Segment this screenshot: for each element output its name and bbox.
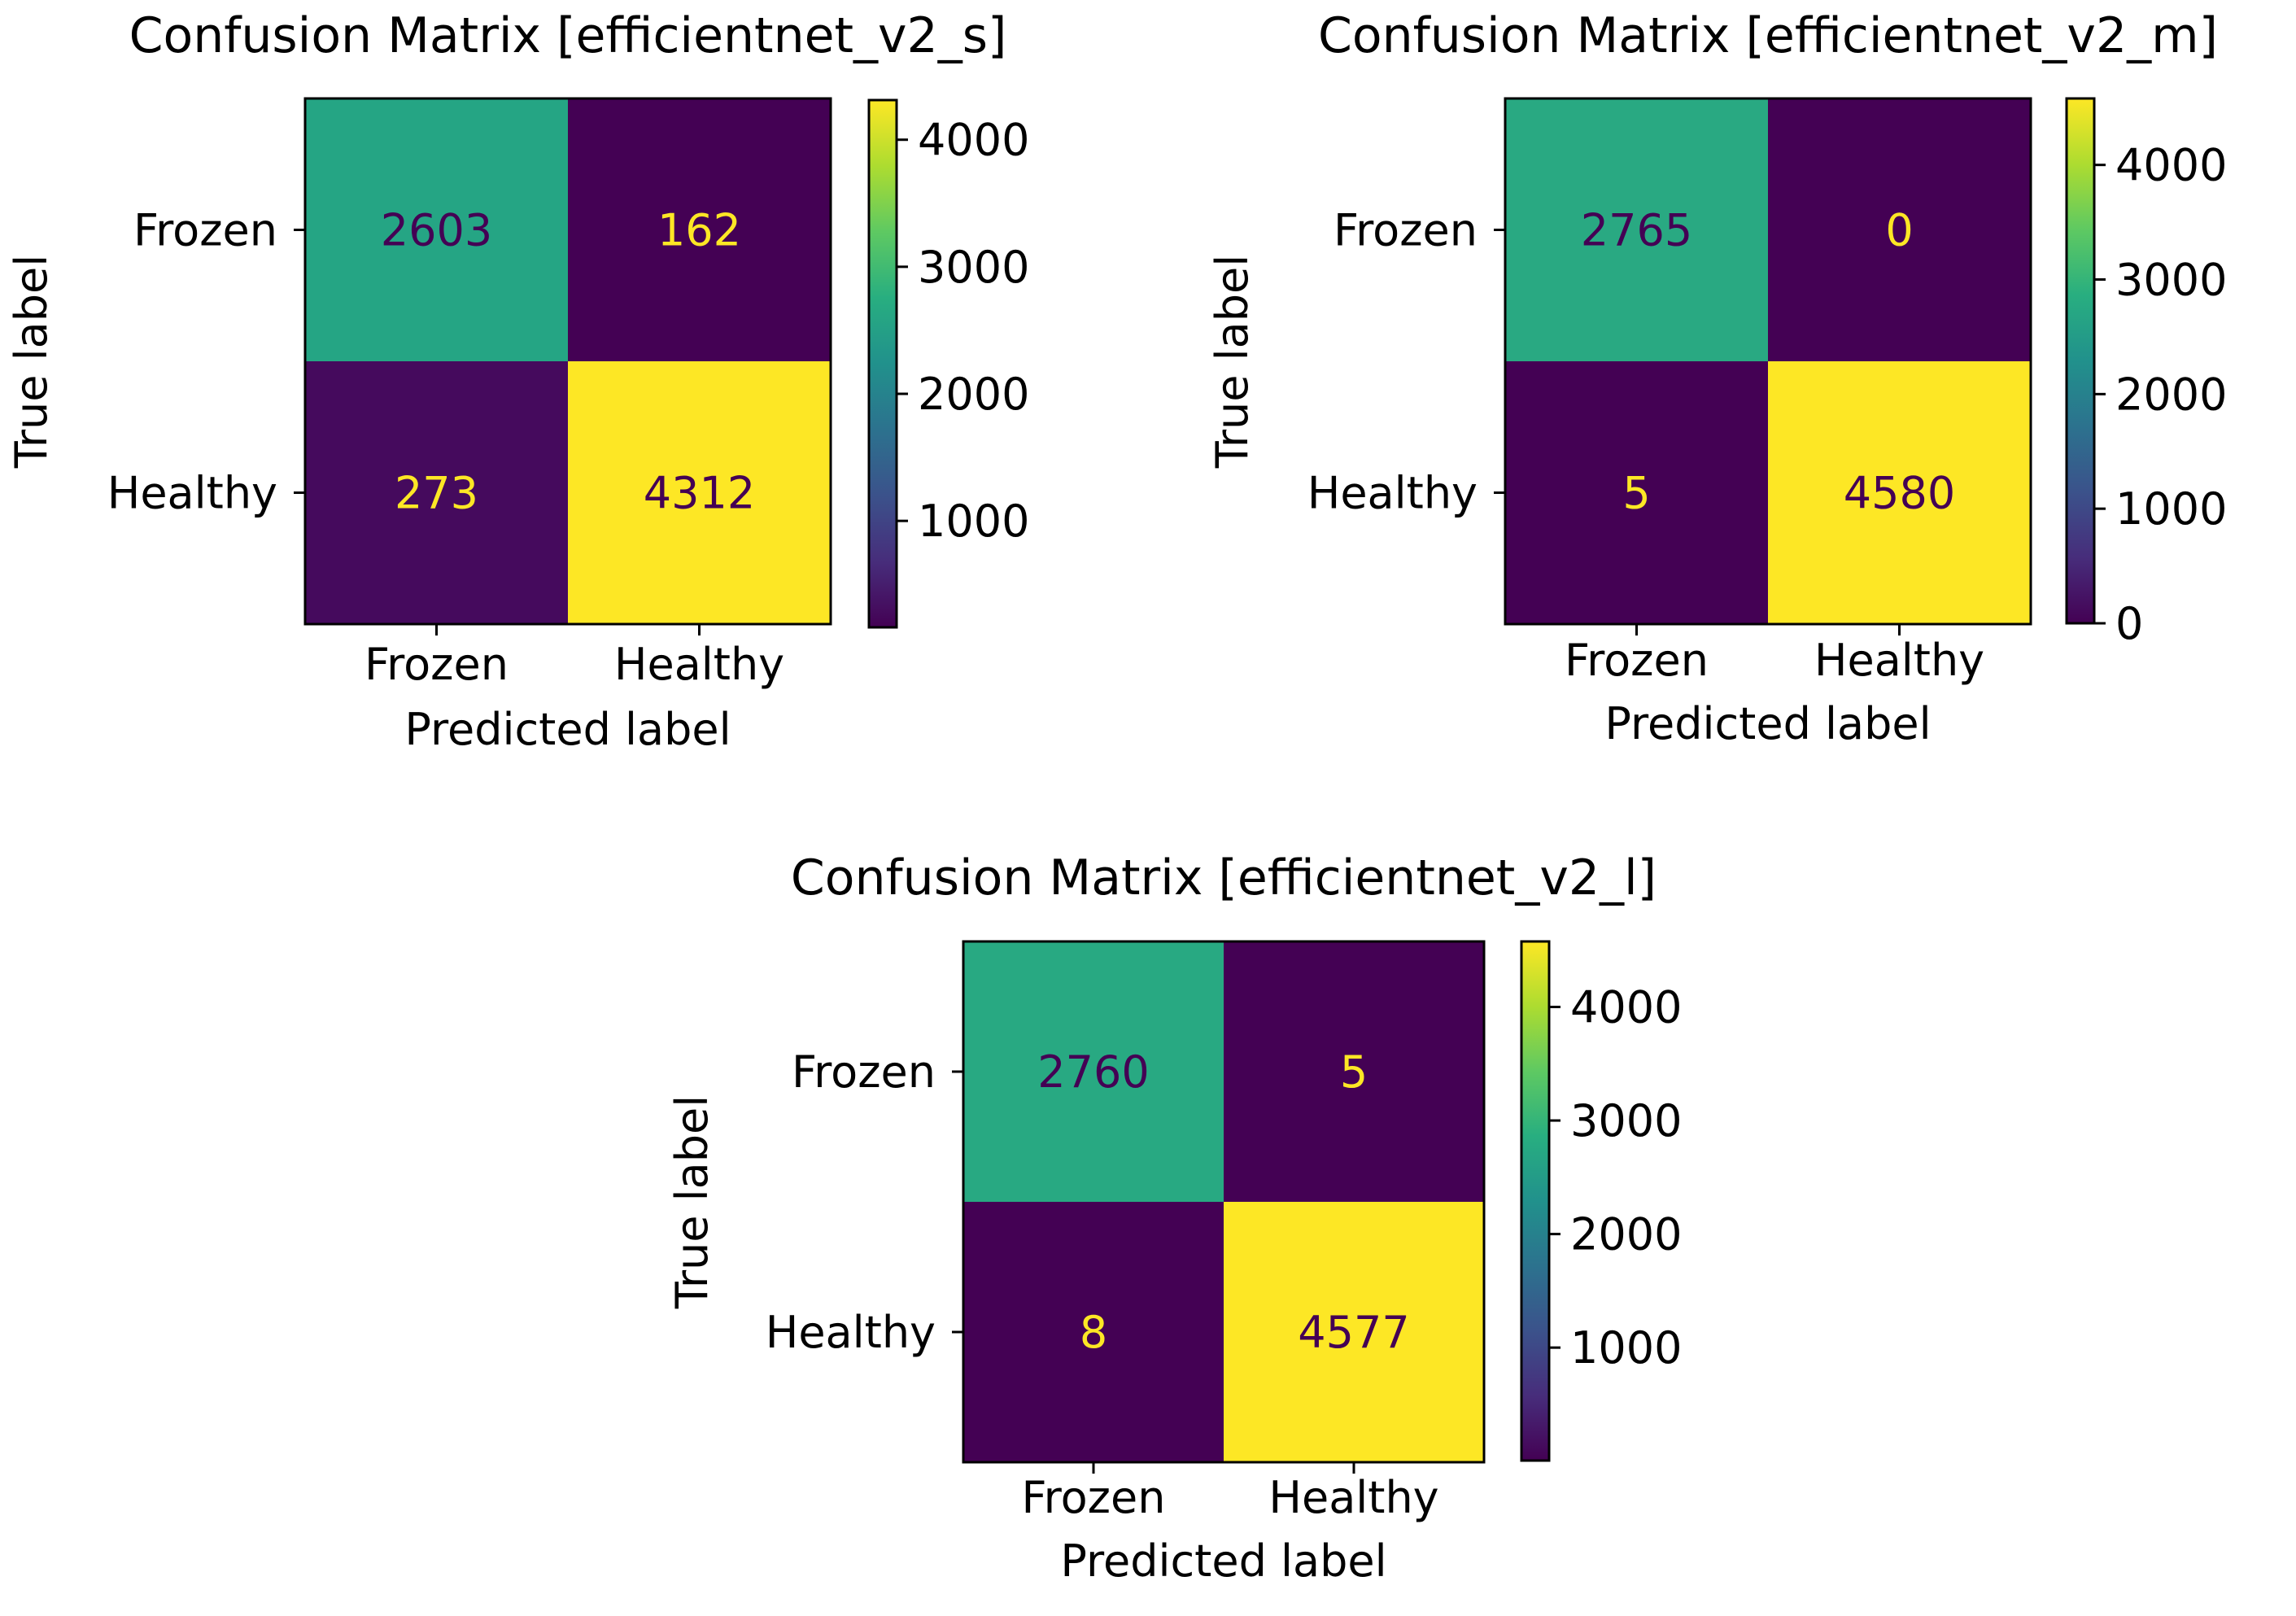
chart-title: Confusion Matrix [efficientnet_v2_m]	[1318, 7, 2218, 64]
matrix-frame	[962, 940, 1486, 1464]
y-tick-label: Healthy	[766, 1307, 936, 1358]
matrix-cell-healthy-healthy	[568, 361, 831, 624]
y-tick-label: Frozen	[1334, 205, 1478, 256]
cell-value-label: 162	[657, 205, 741, 256]
colorbar-tick-label: 1000	[918, 496, 1029, 547]
colorbar	[867, 98, 898, 629]
colorbar-tick-label: 0	[2115, 598, 2143, 649]
x-axis-label: Predicted label	[404, 704, 731, 755]
confusion-matrix-3: Confusion Matrix [efficientnet_v2_l] 2760…	[666, 849, 1682, 1587]
cell-value-label: 4580	[1844, 468, 1955, 519]
matrix-frame	[303, 97, 832, 626]
matrix-cell-frozen-healthy	[568, 98, 831, 361]
y-axis-label: True label	[666, 1095, 718, 1309]
colorbar-tick-label: 2000	[1570, 1209, 1682, 1260]
colorbar-tick-label: 2000	[918, 369, 1029, 420]
matrix-cell-frozen-frozen	[963, 941, 1224, 1202]
matrix-cell-frozen-frozen	[1505, 98, 1768, 361]
x-axis-label: Predicted label	[1604, 698, 1931, 749]
cell-value-label: 4312	[644, 468, 755, 519]
x-tick-label: Healthy	[614, 639, 784, 690]
x-tick-label: Frozen	[1022, 1472, 1166, 1523]
chart-title: Confusion Matrix [efficientnet_v2_l]	[791, 849, 1657, 906]
colorbar-tick-label: 4000	[918, 115, 1029, 166]
y-tick-label: Frozen	[792, 1046, 936, 1098]
matrix-frame	[1504, 97, 2032, 626]
matrix-cell-frozen-frozen	[305, 98, 568, 361]
colorbar	[1520, 940, 1551, 1462]
colorbar-tick-label: 2000	[2115, 369, 2227, 420]
cell-value-label: 0	[1885, 205, 1913, 256]
y-tick-label: Frozen	[133, 205, 277, 256]
colorbar-tick-label: 1000	[1570, 1322, 1682, 1374]
colorbar-tick-label: 3000	[918, 242, 1029, 293]
cell-value-label: 273	[395, 468, 478, 519]
colorbar-tick-label: 3000	[1570, 1095, 1682, 1146]
cell-value-label: 2765	[1581, 205, 1692, 256]
x-tick-label: Frozen	[1565, 635, 1709, 686]
confusion-matrix-2: Confusion Matrix [efficientnet_v2_m] 2765…	[1207, 7, 2227, 749]
colorbar-tick-label: 3000	[2115, 255, 2227, 306]
matrix-cell-healthy-healthy	[1224, 1202, 1484, 1462]
matrix-cell-frozen-healthy	[1768, 98, 2031, 361]
x-axis-label: Predicted label	[1060, 1535, 1386, 1587]
matrix-cell-healthy-healthy	[1768, 361, 2031, 624]
x-tick-label: Healthy	[1814, 635, 1984, 686]
cell-value-label: 5	[1622, 468, 1650, 519]
matrix-cell-healthy-frozen	[963, 1202, 1224, 1462]
cell-value-label: 2603	[381, 205, 492, 256]
colorbar-tick-label: 4000	[1570, 982, 1682, 1033]
matrix-cell-frozen-healthy	[1224, 941, 1484, 1202]
confusion-matrix-1: Confusion Matrix [efficientnet_v2_s] 2603…	[6, 7, 1029, 755]
matrix-cell-healthy-frozen	[1505, 361, 1768, 624]
cell-value-label: 8	[1080, 1307, 1107, 1358]
cell-value-label: 4577	[1298, 1307, 1409, 1358]
y-axis-label: True label	[6, 255, 57, 469]
y-axis-label: True label	[1207, 255, 1258, 469]
matrix-cell-healthy-frozen	[305, 361, 568, 624]
cell-value-label: 2760	[1037, 1046, 1149, 1098]
x-tick-label: Healthy	[1268, 1472, 1438, 1523]
colorbar	[2065, 97, 2096, 625]
chart-title: Confusion Matrix [efficientnet_v2_s]	[129, 7, 1007, 64]
y-tick-label: Healthy	[1307, 468, 1478, 519]
colorbar-tick-label: 1000	[2115, 483, 2227, 535]
colorbar-tick-label: 4000	[2115, 140, 2227, 191]
y-tick-label: Healthy	[107, 468, 277, 519]
cell-value-label: 5	[1340, 1046, 1368, 1098]
x-tick-label: Frozen	[364, 639, 509, 690]
